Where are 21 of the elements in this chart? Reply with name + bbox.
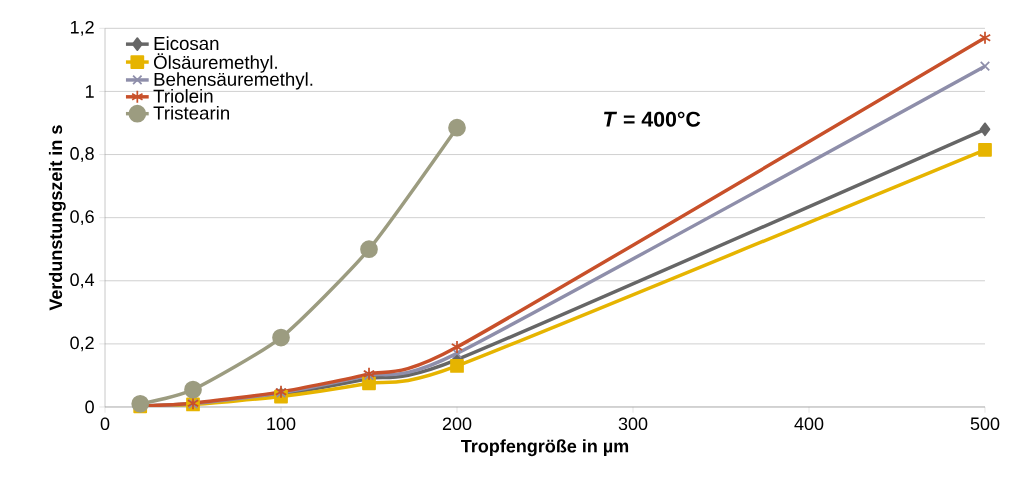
y-tick-label: 0: [85, 400, 94, 414]
y-tick-label: 1: [85, 85, 94, 98]
x-tick-label: 100: [267, 417, 296, 431]
legend-label: Ölsäuremethyl.: [153, 53, 277, 73]
y-tick-label: 0,2: [70, 336, 94, 352]
x-tick-label: 500: [970, 417, 1000, 431]
y-tick-label: 1,2: [70, 20, 94, 36]
y-tick-label: 0,4: [70, 273, 95, 289]
y-axis-title: Verdunstungszeit in s: [48, 125, 66, 311]
legend-label: Tristearin: [153, 105, 229, 120]
x-tick-label: 400: [794, 417, 824, 431]
legend-label: Behensäuremethyl.: [154, 72, 313, 90]
x-tick-label: 200: [442, 417, 472, 431]
y-tick-label: 0,6: [70, 210, 94, 226]
legend-label: Eicosan: [154, 36, 219, 51]
x-tick-label: 0: [100, 417, 110, 431]
x-axis-title: Tropfengröße in µm: [461, 439, 629, 457]
x-tick-label: 300: [618, 417, 648, 431]
legend-label: Triolein: [153, 89, 213, 103]
annotation: T = 400°C: [604, 111, 701, 127]
y-tick-label: 0,8: [70, 147, 94, 162]
